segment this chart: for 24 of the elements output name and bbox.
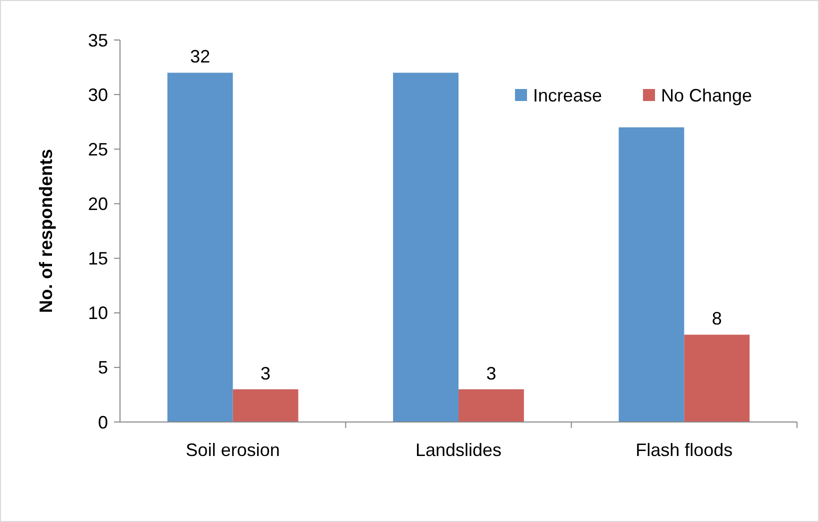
y-tick-label: 20: [88, 194, 108, 214]
data-label: 8: [712, 308, 722, 329]
x-tick-label: Soil erosion: [186, 440, 280, 460]
y-tick-label: 30: [88, 84, 108, 105]
data-label: 3: [260, 363, 271, 384]
y-tick-label: 10: [88, 303, 108, 324]
y-tick-label: 0: [98, 412, 108, 432]
y-tick-label: 35: [88, 30, 108, 50]
legend-label: No Change: [661, 85, 752, 106]
bar: [393, 72, 458, 422]
bar: [458, 389, 524, 422]
bar: [684, 334, 750, 422]
bar: [167, 72, 233, 422]
y-tick-label: 25: [88, 139, 108, 160]
x-tick-label: Landslides: [415, 440, 502, 460]
x-tick-label: Flash floods: [636, 440, 733, 460]
data-label: 3: [486, 363, 496, 384]
y-tick-label: 5: [98, 358, 108, 378]
y-tick-label: 15: [88, 248, 108, 269]
legend-label: Increase: [533, 85, 602, 106]
data-label: 32: [190, 46, 210, 67]
y-axis-title: No. of respondents: [36, 148, 56, 314]
bar: [232, 389, 298, 422]
bar: [618, 127, 684, 422]
